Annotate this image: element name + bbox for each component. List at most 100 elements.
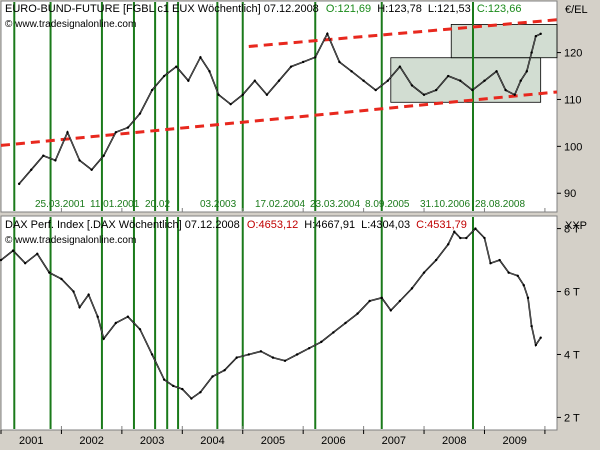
bottom-data-point-45 [483,236,486,240]
top-data-point-22 [277,79,281,82]
top-date-annotation-2: 20.02 [145,199,170,210]
top-data-point-34 [422,93,426,96]
top-data-point-43 [519,79,522,82]
top-y-tick-label-2: 110 [564,94,582,106]
bottom-data-point-0 [0,258,3,262]
bottom-title-open: O:4653,12 [247,219,298,231]
bottom-y-tick-label-3: 8 T [564,224,580,236]
top-price-series-highlight [18,33,541,185]
x-tick-label-2: 2003 [140,435,164,447]
bottom-data-point-44 [474,227,477,230]
bottom-data-point-16 [172,384,175,388]
top-data-point-15 [199,56,202,59]
top-data-point-47 [539,32,542,36]
bottom-y-tick-label-2: 6 T [564,287,580,299]
bottom-unit-label: XXP [565,220,587,232]
bottom-data-point-53 [534,343,538,347]
top-data-point-1 [30,168,33,171]
bottom-data-point-35 [389,309,393,312]
bottom-title-close: C:4531,79 [416,219,467,231]
top-unit-label: €/EL [565,4,588,16]
top-data-point-17 [217,93,220,96]
top-data-point-16 [208,70,211,73]
top-title-close: C:123,66 [477,3,522,15]
top-data-point-35 [434,88,438,92]
top-data-point-8 [114,131,118,134]
bottom-data-point-10 [102,337,105,340]
top-data-point-0 [17,182,21,186]
bottom-panel-background [0,215,558,431]
bottom-data-point-43 [465,236,468,240]
bottom-y-axis: 2 T 4 T 6 T 8 T [557,224,580,424]
bottom-data-point-5 [60,277,63,281]
bottom-title-name: DAX Perf. Index [.DAX Wöchentlich] 07.12… [5,219,240,231]
bottom-title-high: H:4667,91 [304,219,355,231]
bottom-data-point-48 [507,271,510,274]
bottom-data-point-22 [235,356,238,359]
top-data-point-30 [374,88,377,92]
bottom-data-point-40 [447,243,450,246]
bottom-data-point-17 [181,387,184,391]
bottom-data-point-47 [498,258,501,262]
bottom-data-point-34 [380,296,383,300]
bottom-data-point-46 [489,262,492,265]
bottom-data-point-36 [398,299,402,303]
bottom-data-point-21 [223,369,226,372]
x-tick-label-3: 2004 [200,435,224,447]
bottom-data-point-41 [453,230,456,233]
top-data-point-42 [513,93,516,96]
top-data-point-20 [253,79,257,82]
top-data-point-37 [459,79,462,82]
bottom-data-point-11 [114,321,118,325]
bottom-data-point-2 [23,262,27,265]
bottom-data-point-20 [211,375,214,378]
top-trendline-1 [248,18,558,48]
bottom-data-point-52 [530,324,533,328]
top-data-point-21 [265,93,269,96]
x-axis: 2001 2002 2003 2004 2005 2006 2007 2008 2009 [0,429,557,447]
x-tick-label-6: 2007 [382,435,406,447]
bottom-data-point-6 [72,290,75,293]
top-source-label: © www.tradesignalonline.com [5,19,136,30]
bottom-data-point-54 [539,336,542,339]
top-panel-title: EURO-BUND-FUTURE [FGBL c1 EUX Wöchentlic… [5,3,521,15]
top-y-tick-label-3: 120 [564,48,582,60]
top-panel-plot: 25.03.2001 11.01.2001 20.02 03.2003 17.02.20… [0,2,558,212]
top-data-point-13 [175,65,178,68]
bottom-data-point-14 [150,353,154,356]
top-data-point-28 [350,70,353,73]
bottom-panel-title: DAX Perf. Index [.DAX Wöchentlich] 07.12… [5,219,467,231]
top-data-point-11 [150,88,154,92]
top-data-point-32 [398,65,402,68]
bottom-data-point-7 [78,306,81,309]
top-data-point-6 [90,168,93,171]
top-title-high: H:123,78 [377,3,422,15]
top-data-point-40 [495,70,498,73]
top-y-tick-label-0: 90 [564,188,576,200]
bottom-data-point-13 [138,328,142,331]
bottom-source-label: © www.tradesignalonline.com [5,235,136,246]
top-data-point-5 [78,159,81,162]
x-tick-label-4: 2005 [261,435,285,447]
bottom-data-point-51 [526,296,530,300]
top-y-axis: 90 100 110 120 [557,48,582,200]
bottom-data-point-27 [295,353,299,356]
top-date-annotation-4: 17.02.2004 [255,199,305,210]
x-tick-label-1: 2002 [79,435,103,447]
top-data-point-24 [301,60,305,64]
bottom-data-point-24 [259,350,263,353]
bottom-data-point-23 [247,353,250,356]
top-date-annotation-8: 28.08.2008 [475,199,525,210]
x-tick-label-7: 2008 [442,435,466,447]
top-data-point-44 [525,70,528,73]
top-date-annotation-0: 25.03.2001 [35,199,85,210]
top-data-point-41 [504,88,507,92]
bottom-data-point-19 [199,391,202,394]
top-data-point-18 [229,102,232,106]
top-data-point-3 [54,159,57,162]
bottom-data-point-37 [410,287,414,290]
bottom-y-tick-label-0: 2 T [564,412,580,424]
top-data-point-4 [66,131,69,134]
bottom-data-point-31 [344,321,347,325]
